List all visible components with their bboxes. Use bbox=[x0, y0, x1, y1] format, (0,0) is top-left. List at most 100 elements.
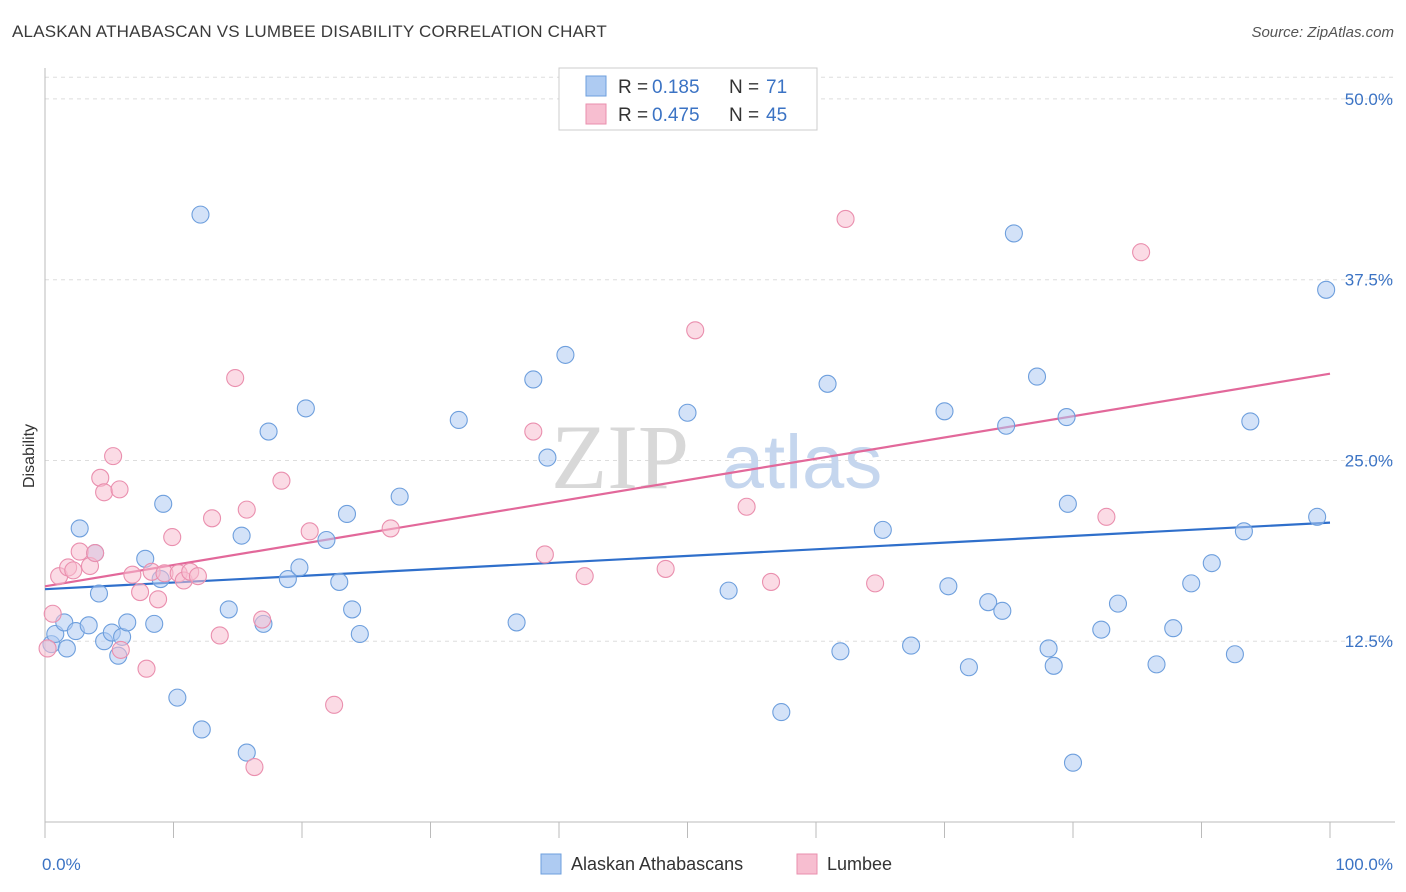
lumbee-point bbox=[836, 209, 855, 229]
lumbee-point bbox=[226, 368, 245, 388]
athabascan-point bbox=[939, 577, 958, 596]
athabascan-point bbox=[1147, 655, 1166, 674]
athabascan-point bbox=[168, 688, 187, 707]
lumbee-point bbox=[535, 545, 554, 564]
lumbee-point bbox=[64, 561, 83, 580]
athabascan-trend-line bbox=[44, 521, 1331, 591]
athabascan-point bbox=[296, 399, 315, 418]
athabascan-point bbox=[89, 584, 109, 603]
legend-r-label: R = bbox=[618, 105, 648, 126]
athabascan-point bbox=[719, 581, 738, 600]
lumbee-point bbox=[300, 522, 319, 541]
lumbee-point bbox=[524, 422, 543, 441]
athabascan-point bbox=[191, 205, 210, 224]
legend-r-value: 0.475 bbox=[652, 105, 700, 126]
lumbee-point bbox=[43, 604, 62, 623]
athabascan-point bbox=[237, 743, 256, 762]
athabascan-point bbox=[145, 614, 164, 633]
legend-n-value: 45 bbox=[766, 105, 787, 126]
legend-r-value: 0.185 bbox=[652, 77, 700, 98]
legend-n-value: 71 bbox=[766, 77, 787, 98]
athabascan-point bbox=[538, 448, 557, 467]
lumbee-point bbox=[272, 471, 291, 490]
athabascan-point bbox=[1092, 620, 1111, 639]
athabascan-point bbox=[873, 520, 892, 539]
athabascan-point bbox=[1241, 412, 1260, 431]
athabascan-point bbox=[1108, 594, 1128, 613]
lumbee-point bbox=[237, 500, 256, 519]
lumbee-point bbox=[575, 567, 594, 586]
lumbee-point bbox=[137, 659, 156, 678]
athabascan-point bbox=[1057, 408, 1076, 427]
trend-lines bbox=[44, 372, 1331, 591]
y-tick-label: 25.0% bbox=[1345, 451, 1393, 470]
series-legend: Alaskan Athabascans Lumbee bbox=[540, 853, 892, 875]
athabascan-point bbox=[979, 593, 998, 612]
athabascan-point bbox=[997, 416, 1016, 435]
athabascan-point bbox=[330, 572, 349, 591]
legend-n-label: N = bbox=[729, 77, 759, 98]
athabascan-point bbox=[390, 487, 409, 506]
athabascan-point bbox=[79, 616, 98, 635]
athabascan-point bbox=[1058, 494, 1077, 513]
athabascan-point bbox=[818, 374, 837, 393]
lumbee-point bbox=[123, 565, 142, 584]
lumbee-point bbox=[70, 542, 89, 561]
x-tick-label: 0.0% bbox=[42, 855, 81, 874]
athabascan-point bbox=[232, 526, 251, 545]
athabascan-point bbox=[524, 370, 543, 389]
athabascan-point bbox=[678, 403, 697, 422]
athabascan-point bbox=[350, 624, 369, 644]
svg-text:atlas: atlas bbox=[722, 420, 883, 505]
y-tick-label: 37.5% bbox=[1345, 271, 1393, 290]
athabascan-point bbox=[259, 422, 278, 441]
lumbee-point bbox=[381, 519, 400, 538]
athabascan-point bbox=[831, 642, 850, 661]
series-legend-swatch bbox=[540, 853, 562, 875]
athabascan-point bbox=[1308, 507, 1327, 526]
athabascan-point bbox=[1164, 619, 1183, 638]
athabascan-point bbox=[1039, 639, 1058, 658]
athabascan-point bbox=[902, 636, 921, 655]
athabascan-point bbox=[290, 558, 309, 577]
athabascan-point bbox=[1202, 554, 1221, 573]
lumbee-point bbox=[163, 528, 182, 547]
legend-swatch bbox=[585, 75, 607, 97]
axes bbox=[44, 68, 1395, 838]
lumbee-point bbox=[1132, 243, 1151, 262]
athabascan-point bbox=[959, 658, 978, 677]
athabascan-point bbox=[1182, 574, 1201, 593]
athabascan-point bbox=[1004, 224, 1023, 243]
x-tick-label: 100.0% bbox=[1335, 855, 1393, 874]
grid-lines bbox=[45, 76, 1395, 642]
athabascan-point bbox=[57, 639, 76, 658]
series-legend-swatch bbox=[796, 853, 818, 875]
athabascan-point bbox=[1234, 522, 1253, 541]
athabascan-point bbox=[1225, 645, 1244, 664]
lumbee-point bbox=[38, 639, 57, 658]
lumbee-point bbox=[686, 321, 705, 340]
source-credit: Source: ZipAtlas.com bbox=[1251, 24, 1394, 41]
athabascan-point bbox=[935, 402, 954, 421]
lumbee-point bbox=[656, 559, 675, 578]
athabascan-point bbox=[993, 601, 1012, 620]
legend-swatch bbox=[585, 103, 607, 125]
lumbee-point bbox=[86, 543, 105, 563]
lumbee-point bbox=[104, 447, 123, 466]
data-points bbox=[38, 205, 1336, 777]
lumbee-point bbox=[866, 574, 885, 593]
athabascan-point bbox=[1044, 656, 1063, 675]
lumbee-point bbox=[188, 567, 207, 586]
athabascan-point bbox=[343, 600, 362, 619]
lumbee-point bbox=[245, 757, 264, 777]
lumbee-point bbox=[110, 480, 129, 499]
series-legend-label: Alaskan Athabascans bbox=[571, 854, 743, 874]
athabascan-point bbox=[219, 600, 238, 619]
series-legend-label: Lumbee bbox=[827, 854, 892, 874]
legend-n-label: N = bbox=[729, 105, 759, 126]
athabascan-point bbox=[1027, 367, 1047, 386]
athabascan-point bbox=[337, 504, 357, 524]
athabascan-point bbox=[772, 703, 791, 722]
lumbee-point bbox=[737, 497, 756, 516]
